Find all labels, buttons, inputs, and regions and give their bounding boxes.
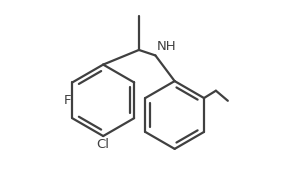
Text: Cl: Cl — [97, 138, 110, 151]
Text: NH: NH — [157, 40, 177, 53]
Text: F: F — [64, 94, 71, 107]
